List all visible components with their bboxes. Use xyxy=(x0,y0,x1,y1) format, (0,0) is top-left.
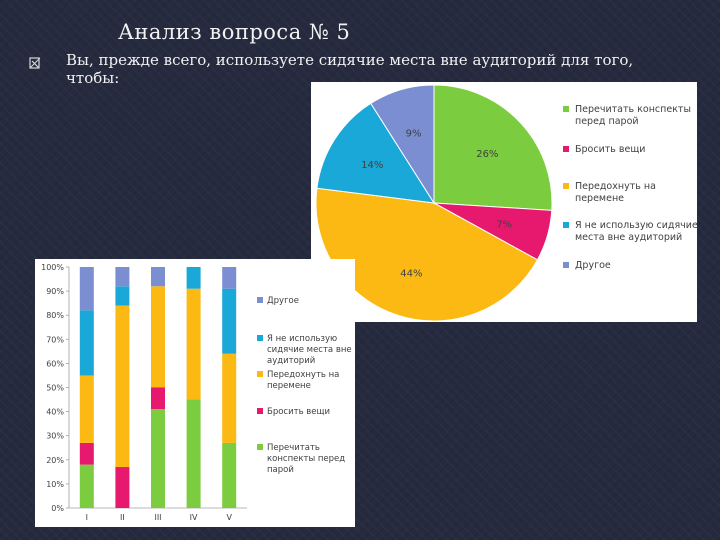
bar-segment xyxy=(186,399,201,508)
pie-chart-panel: 26% 7% 44% 14% 9% Перечитать конспекты перед п… xyxy=(311,82,698,322)
legend-label: места вне аудиторий xyxy=(575,232,682,243)
stacked-bar-chart: 0%10%20%30%40%50%60%70%80%90%100%I II III I… xyxy=(41,263,352,522)
y-tick-label: 60% xyxy=(46,359,64,368)
legend-label: Передохнуть на xyxy=(575,181,656,192)
x-tick-label: IV xyxy=(190,513,198,522)
bar-segment xyxy=(222,442,237,508)
legend-swatch xyxy=(257,371,263,377)
y-tick-label: 100% xyxy=(41,263,64,272)
legend-label: аудиторий xyxy=(267,356,315,366)
legend-swatch xyxy=(257,297,263,303)
bar-segment xyxy=(222,288,237,354)
bar-segment xyxy=(79,464,94,508)
pie-slice xyxy=(316,102,435,204)
bar-segment xyxy=(186,267,201,289)
y-tick-label: 50% xyxy=(46,384,64,393)
bar-segment xyxy=(115,286,130,306)
bar-segment xyxy=(79,442,94,465)
slide-title: Анализ вопроса № 5 xyxy=(118,20,351,44)
bar-segment xyxy=(151,387,165,410)
legend-label: перемене xyxy=(575,193,624,204)
y-tick-label: 20% xyxy=(46,456,64,465)
pie-slice xyxy=(433,84,553,211)
bar-segment xyxy=(151,267,165,287)
y-tick-label: 70% xyxy=(46,335,64,344)
legend-label: перед парой xyxy=(575,116,639,127)
pie-data-label: 9% xyxy=(406,129,422,140)
bar-chart-panel: 0% 10% 20% 30% 40% 50% 60% 70% 80% 90% 100% I II III I… xyxy=(35,259,355,527)
y-tick-label: 90% xyxy=(46,287,64,296)
legend-label: Перечитать конспекты xyxy=(575,104,691,115)
bar-segment xyxy=(186,288,201,400)
pie-data-label: 7% xyxy=(496,219,512,230)
bar-segment xyxy=(222,353,237,443)
legend-swatch xyxy=(563,146,569,152)
legend-label: Другое xyxy=(575,260,611,271)
legend-label: Перечитать xyxy=(267,443,320,453)
pie-data-label: 44% xyxy=(400,269,422,280)
bar-segment xyxy=(79,375,94,443)
bar-segment xyxy=(151,286,165,388)
pie-data-label: 26% xyxy=(476,149,498,160)
bar-segment xyxy=(222,267,237,289)
x-tick-label: III xyxy=(154,513,161,522)
y-tick-label: 80% xyxy=(46,311,64,320)
x-tick-label: II xyxy=(120,513,125,522)
bar-segment xyxy=(115,467,130,508)
legend-swatch xyxy=(257,444,263,450)
bar-segment xyxy=(115,267,130,287)
bar-segment xyxy=(79,267,94,311)
legend-swatch xyxy=(563,262,569,268)
legend-label: конспекты перед xyxy=(267,454,345,464)
legend-label: Другое xyxy=(267,296,299,306)
x-tick-label: V xyxy=(226,513,232,522)
bar-segment xyxy=(115,305,130,468)
y-tick-label: 0% xyxy=(51,504,64,513)
legend-label: Я не использую сидячие xyxy=(575,220,697,231)
legend-label: Я не использую xyxy=(267,334,337,344)
legend-swatch xyxy=(257,408,263,414)
pie-slice xyxy=(315,187,539,322)
bar-segment xyxy=(151,409,165,508)
legend-label: перемене xyxy=(267,381,311,391)
legend-swatch xyxy=(563,222,569,228)
x-tick-label: I xyxy=(86,513,88,522)
bullet-icon xyxy=(29,57,41,69)
legend-label: Бросить вещи xyxy=(575,144,645,155)
bar-segment xyxy=(79,310,94,376)
legend-label: Бросить вещи xyxy=(267,407,330,417)
legend-label: сидячие места вне xyxy=(267,345,352,355)
legend-swatch xyxy=(563,183,569,189)
y-tick-label: 10% xyxy=(46,480,64,489)
legend-swatch xyxy=(563,106,569,112)
y-tick-label: 30% xyxy=(46,432,64,441)
y-tick-label: 40% xyxy=(46,408,64,417)
legend-label: парой xyxy=(267,465,294,475)
question-text: Вы, прежде всего, используете сидячие ме… xyxy=(66,51,634,87)
pie-data-label: 14% xyxy=(361,160,383,171)
legend-label: Передохнуть на xyxy=(267,370,339,380)
legend-swatch xyxy=(257,335,263,341)
pie-slice xyxy=(370,84,435,205)
